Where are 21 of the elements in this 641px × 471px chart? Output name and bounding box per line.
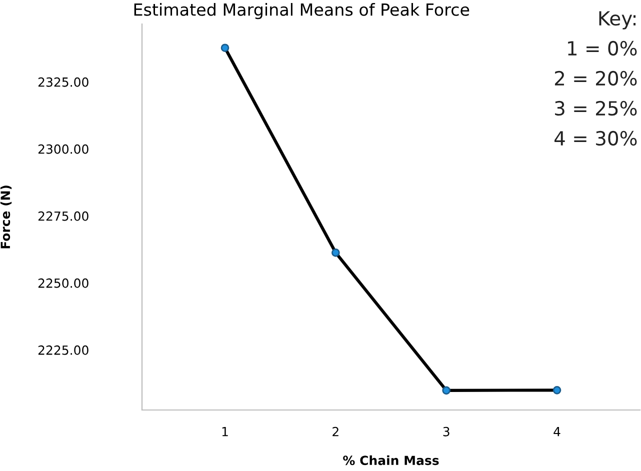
y-tick-label: 2325.00 [38, 77, 88, 87]
x-axis-title: % Chain Mass [343, 455, 439, 466]
point [220, 44, 230, 52]
y-tick-label: 2225.00 [38, 345, 88, 355]
x-tick-label: 3 [443, 426, 450, 436]
y-tick-label: 2275.00 [38, 211, 88, 221]
point [442, 386, 450, 395]
x-tick-label: 4 [554, 427, 560, 436]
point [332, 248, 340, 257]
annotation: 2 = 20% [554, 70, 637, 86]
y-axis-title: Force (N) [0, 186, 12, 248]
point [552, 386, 562, 394]
y-tick-label: 2300.00 [38, 144, 88, 154]
annotation: 4 = 30% [554, 130, 637, 146]
annotation: Key: [599, 11, 636, 30]
x-tick-label: 1 [222, 427, 228, 436]
y-tick-label: 2250.00 [38, 278, 88, 288]
annotation: 1 = 0% [568, 40, 637, 56]
chart-title: Estimated Marginal Means of Peak Force [134, 3, 470, 20]
x-tick-label: 2 [332, 426, 338, 436]
annotation: 3 = 25% [555, 100, 637, 116]
